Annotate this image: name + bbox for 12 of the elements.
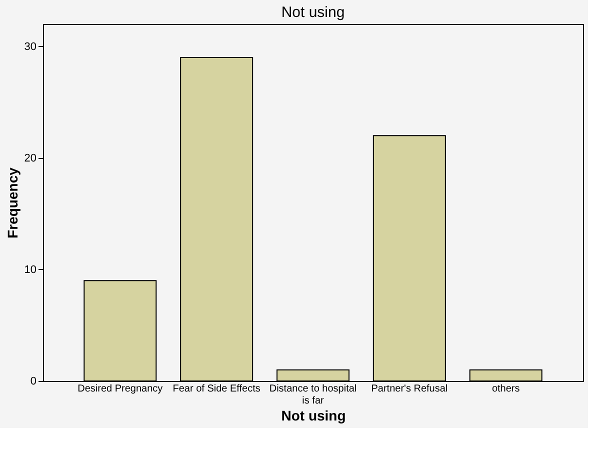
y-axis-title: Frequency xyxy=(4,167,20,238)
x-axis-title: Not using xyxy=(281,408,346,424)
y-tick-label: 30 xyxy=(24,40,36,53)
y-tick-label: 20 xyxy=(24,152,36,164)
x-tick-label: Partner's Refusal xyxy=(371,384,448,394)
chart-title: Not using xyxy=(281,4,345,21)
y-tick-label: 10 xyxy=(24,264,36,276)
y-tick-label: 0 xyxy=(30,376,36,388)
x-tick-label: Desired Pregnancy xyxy=(78,384,163,394)
x-tick-label: others xyxy=(492,384,520,394)
x-tick-label: Fear of Side Effects xyxy=(172,384,260,394)
x-tick-label: Distance to hospital is far xyxy=(269,384,357,406)
